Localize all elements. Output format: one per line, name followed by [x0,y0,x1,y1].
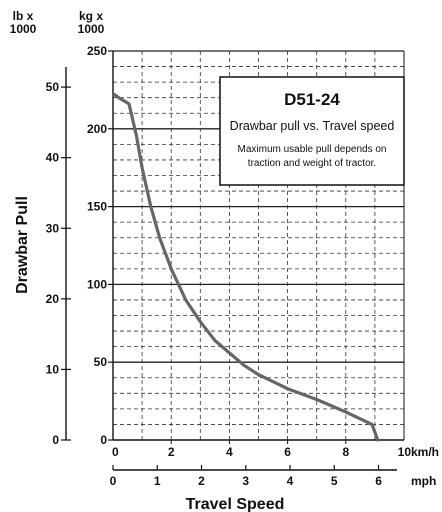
lb-tick-label: 20 [46,292,60,306]
kg-tick-label: 100 [87,277,107,291]
mph-tick-label: 2 [198,474,205,488]
mph-unit-label: mph [411,474,436,488]
mph-tick-label: 3 [242,474,249,488]
chart-note-line2: traction and weight of tractor. [248,158,376,169]
kmh-tick-label: 0 [112,445,119,459]
lb-tick-label: 0 [52,433,59,447]
title-box: D51-24 Drawbar pull vs. Travel speed Max… [219,76,405,186]
lb-tick-label: 10 [46,362,60,376]
kg-tick-label: 0 [100,433,107,447]
lb-tick-label: 30 [46,221,60,235]
kmh-tick-label: 4 [226,445,233,459]
kmh-tick-label: 10 [398,445,412,459]
mph-tick-label: 1 [154,474,161,488]
lb-unit-label-line2: 1000 [10,22,37,36]
chart-subtitle: Drawbar pull vs. Travel speed [230,119,395,133]
kg-tick-label: 50 [94,355,108,369]
mph-tick-label: 0 [110,474,117,488]
kg-tick-label: 200 [87,122,107,136]
kmh-tick-label: 8 [342,445,349,459]
lb-tick-label: 50 [46,80,60,94]
mph-tick-label: 5 [331,474,338,488]
y-axis-title: Drawbar Pull [14,196,31,294]
kg-unit-label-line2: 1000 [78,22,105,36]
mph-tick-label: 6 [375,474,382,488]
kg-tick-label: 150 [87,200,107,214]
mph-tick-label: 4 [287,474,294,488]
lb-tick-label: 40 [46,151,60,165]
lb-unit-label-line1: lb x [13,9,34,23]
chart-title: D51-24 [284,90,340,109]
kmh-tick-label: 6 [284,445,291,459]
kg-unit-label-line1: kg x [79,9,103,23]
kg-tick-label: 250 [87,44,107,58]
kmh-unit-label: km/h [411,445,439,459]
curve-layer [112,93,380,442]
kmh-tick-label: 2 [168,445,175,459]
drawbar-pull-curve [112,93,380,442]
x-axis-title: Travel Speed [186,496,285,512]
chart-note-line1: Maximum usable pull depends on [238,144,387,155]
